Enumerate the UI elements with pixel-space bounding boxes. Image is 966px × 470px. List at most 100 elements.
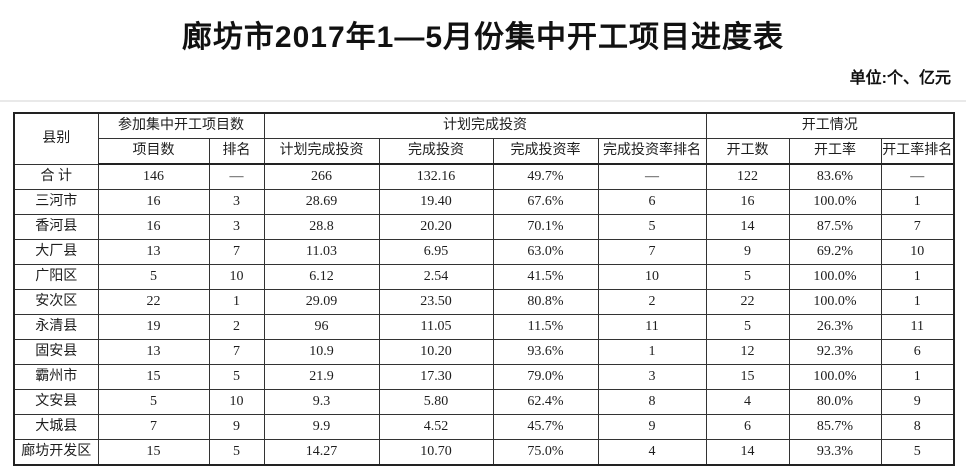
- county-cell: 广阳区: [13, 264, 99, 290]
- header-completion-rate-rank: 完成投资率排名: [597, 138, 707, 165]
- table-cell: 1: [880, 289, 955, 315]
- table-cell: 266: [263, 163, 380, 190]
- table-cell: 79.0%: [492, 364, 599, 390]
- table-cell: 15: [97, 439, 210, 466]
- county-cell: 香河县: [13, 214, 99, 240]
- unit-note: 单位:个、亿元: [849, 70, 951, 87]
- table-cell: 41.5%: [492, 264, 599, 290]
- table-cell: 6: [880, 339, 955, 365]
- table-cell: 9: [208, 414, 265, 440]
- table-cell: 7: [208, 339, 265, 365]
- header-completion-rate: 完成投资率: [492, 138, 599, 165]
- county-cell: 固安县: [13, 339, 99, 365]
- header-sub-row: 项目数 排名 计划完成投资 完成投资 完成投资率 完成投资率排名 开工数 开工率…: [14, 138, 955, 165]
- table-cell: 80.0%: [788, 389, 882, 415]
- table-cell: 92.3%: [788, 339, 882, 365]
- table-row: 永清县 19 2 96 11.05 11.5% 11 5 26.3% 11: [13, 314, 955, 340]
- table-cell: 1: [880, 189, 955, 215]
- table-cell: 69.2%: [788, 239, 882, 265]
- header-county: 县别: [13, 112, 99, 165]
- table-row: 三河市 16 3 28.69 19.40 67.6% 6 16 100.0% 1: [13, 189, 955, 215]
- table-cell: —: [880, 163, 955, 190]
- table-cell: 93.6%: [492, 339, 599, 365]
- table-cell: 1: [880, 264, 955, 290]
- table-cell: 5: [97, 389, 210, 415]
- table-cell: 11.05: [378, 314, 494, 340]
- table-cell: 8: [880, 414, 955, 440]
- county-cell: 永清县: [13, 314, 99, 340]
- county-cell: 合 计: [13, 163, 99, 190]
- table-row: 固安县 13 7 10.9 10.20 93.6% 1 12 92.3% 6: [13, 339, 955, 365]
- table-cell: 10: [597, 264, 707, 290]
- table-cell: 15: [97, 364, 210, 390]
- table-cell: 11: [880, 314, 955, 340]
- table-cell: 6.95: [378, 239, 494, 265]
- table-cell: 28.69: [263, 189, 380, 215]
- table-cell: 83.6%: [788, 163, 882, 190]
- table-cell: 93.3%: [788, 439, 882, 466]
- table-cell: 7: [597, 239, 707, 265]
- table-cell: 6: [705, 414, 790, 440]
- table-row: 大厂县 13 7 11.03 6.95 63.0% 7 9 69.2% 10: [13, 239, 955, 265]
- table-cell: 10.70: [378, 439, 494, 466]
- header-project-count: 项目数: [97, 138, 210, 165]
- table-cell: 5: [597, 214, 707, 240]
- table-cell: 17.30: [378, 364, 494, 390]
- table-cell: 87.5%: [788, 214, 882, 240]
- table-cell: 80.8%: [492, 289, 599, 315]
- table-cell: 6.12: [263, 264, 380, 290]
- table-cell: 9: [705, 239, 790, 265]
- table-cell: 49.7%: [492, 163, 599, 190]
- table-cell: 70.1%: [492, 214, 599, 240]
- header-completed-investment: 完成投资: [378, 138, 494, 165]
- header-group-row: 县别 参加集中开工项目数 计划完成投资 开工情况: [13, 112, 955, 165]
- table-cell: 6: [597, 189, 707, 215]
- table-cell: 3: [208, 214, 265, 240]
- table-cell: 7: [208, 239, 265, 265]
- table-cell: 3: [208, 189, 265, 215]
- table-cell: 16: [97, 214, 210, 240]
- table-cell: 5.80: [378, 389, 494, 415]
- table-cell: 5: [705, 264, 790, 290]
- table-cell: 4.52: [378, 414, 494, 440]
- table-cell: 96: [263, 314, 380, 340]
- divider: [0, 100, 966, 102]
- table-cell: 29.09: [263, 289, 380, 315]
- table-cell: 19: [97, 314, 210, 340]
- header-group-start-status: 开工情况: [705, 112, 955, 139]
- table-cell: 9.9: [263, 414, 380, 440]
- table-row: 文安县 5 10 9.3 5.80 62.4% 8 4 80.0% 9: [13, 389, 955, 415]
- table-cell: 16: [705, 189, 790, 215]
- header-rank: 排名: [208, 138, 265, 165]
- table-cell: 1: [208, 289, 265, 315]
- table-cell: 20.20: [378, 214, 494, 240]
- header-start-rate-rank: 开工率排名: [880, 138, 955, 165]
- table-cell: 22: [705, 289, 790, 315]
- table-cell: 9: [597, 414, 707, 440]
- table-cell: 10: [880, 239, 955, 265]
- table-cell: 8: [597, 389, 707, 415]
- table-cell: 11: [597, 314, 707, 340]
- header-start-count: 开工数: [705, 138, 790, 165]
- table-row: 合 计 146—266 132.16 49.7% —122 83.6% —: [13, 163, 955, 190]
- county-cell: 安次区: [13, 289, 99, 315]
- table-row: 大城县 7 9 9.9 4.52 45.7% 9 6 85.7% 8: [13, 414, 955, 440]
- county-cell: 廊坊开发区: [13, 439, 99, 466]
- table-cell: 7: [97, 414, 210, 440]
- table-cell: 16: [97, 189, 210, 215]
- table-cell: 4: [705, 389, 790, 415]
- table-cell: 10.20: [378, 339, 494, 365]
- table-cell: 14: [705, 214, 790, 240]
- table-cell: 13: [97, 339, 210, 365]
- table-row: 廊坊开发区 15 5 14.27 10.70 75.0% 4 14 93.3% 5: [13, 439, 955, 466]
- table-cell: 5: [705, 314, 790, 340]
- county-cell: 三河市: [13, 189, 99, 215]
- table-cell: 100.0%: [788, 364, 882, 390]
- county-cell: 霸州市: [13, 364, 99, 390]
- county-cell: 大城县: [13, 414, 99, 440]
- table-cell: 146: [97, 163, 210, 190]
- table-cell: 9.3: [263, 389, 380, 415]
- table-cell: 26.3%: [788, 314, 882, 340]
- table-cell: —: [208, 163, 265, 190]
- table-cell: 22: [97, 289, 210, 315]
